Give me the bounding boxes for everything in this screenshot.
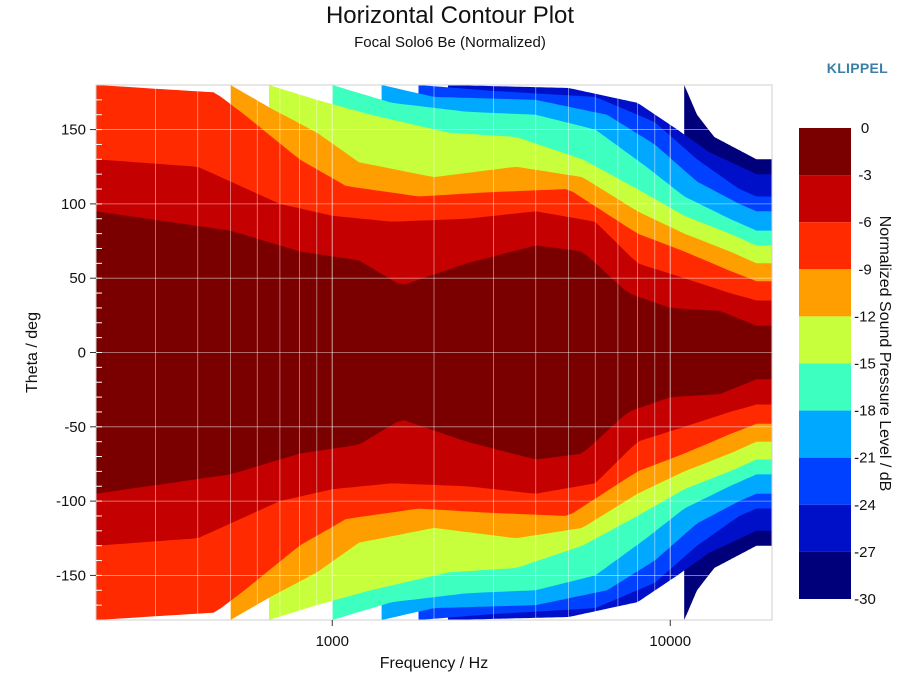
colorbar-tick-label: -24 [854, 497, 876, 514]
y-tick-label: 150 [61, 122, 86, 139]
chart-title: Horizontal Contour Plot [325, 2, 575, 29]
y-axis-label: Theta / deg [24, 312, 41, 393]
y-tick-label: -50 [64, 419, 86, 436]
colorbar-tick-label: -21 [854, 450, 876, 467]
colorbar-tick-label: -15 [854, 356, 876, 373]
x-axis-label: Frequency / Hz [380, 655, 488, 672]
colorbar-band [799, 457, 851, 505]
y-tick-label: 0 [78, 345, 86, 362]
colorbar-label: Normalized Sound Pressure Level / dB [876, 216, 893, 492]
y-tick-label: -150 [56, 567, 86, 584]
axes: 150 100 50 0 -50 -100 -150 1000 10000 [56, 84, 773, 650]
colorbar-band [799, 551, 851, 599]
colorbar-tick-label: -18 [854, 403, 876, 420]
chart-subtitle: Focal Solo6 Be (Normalized) [354, 34, 546, 51]
colorbar-band [799, 128, 851, 176]
colorbar-tick-label: -27 [854, 544, 876, 561]
colorbar-band [799, 363, 851, 411]
colorbar-band [799, 222, 851, 270]
colorbar-tick-label: 0 [861, 120, 869, 137]
colorbar-band [799, 269, 851, 317]
colorbar-band [799, 410, 851, 458]
y-tick-label: 50 [69, 270, 86, 287]
colorbar-band [799, 504, 851, 552]
klippel-logo: KLIPPEL [826, 60, 888, 76]
colorbar-tick-label: -3 [858, 167, 871, 184]
grid-lines [95, 85, 773, 620]
colorbar-tick-label: -9 [858, 261, 871, 278]
colorbar-band [799, 316, 851, 364]
colorbar: 0 -3 -6 -9 -12 -15 -18 -21 -24 -27 -30 [799, 120, 876, 608]
colorbar-tick-label: -12 [854, 308, 876, 325]
colorbar-tick-label: -6 [858, 214, 871, 231]
y-tick-label: -100 [56, 493, 86, 510]
x-tick-label: 10000 [649, 633, 691, 650]
colorbar-band [799, 175, 851, 223]
x-tick-label: 1000 [316, 633, 349, 650]
colorbar-tick-label: -30 [854, 591, 876, 608]
y-tick-label: 100 [61, 196, 86, 213]
